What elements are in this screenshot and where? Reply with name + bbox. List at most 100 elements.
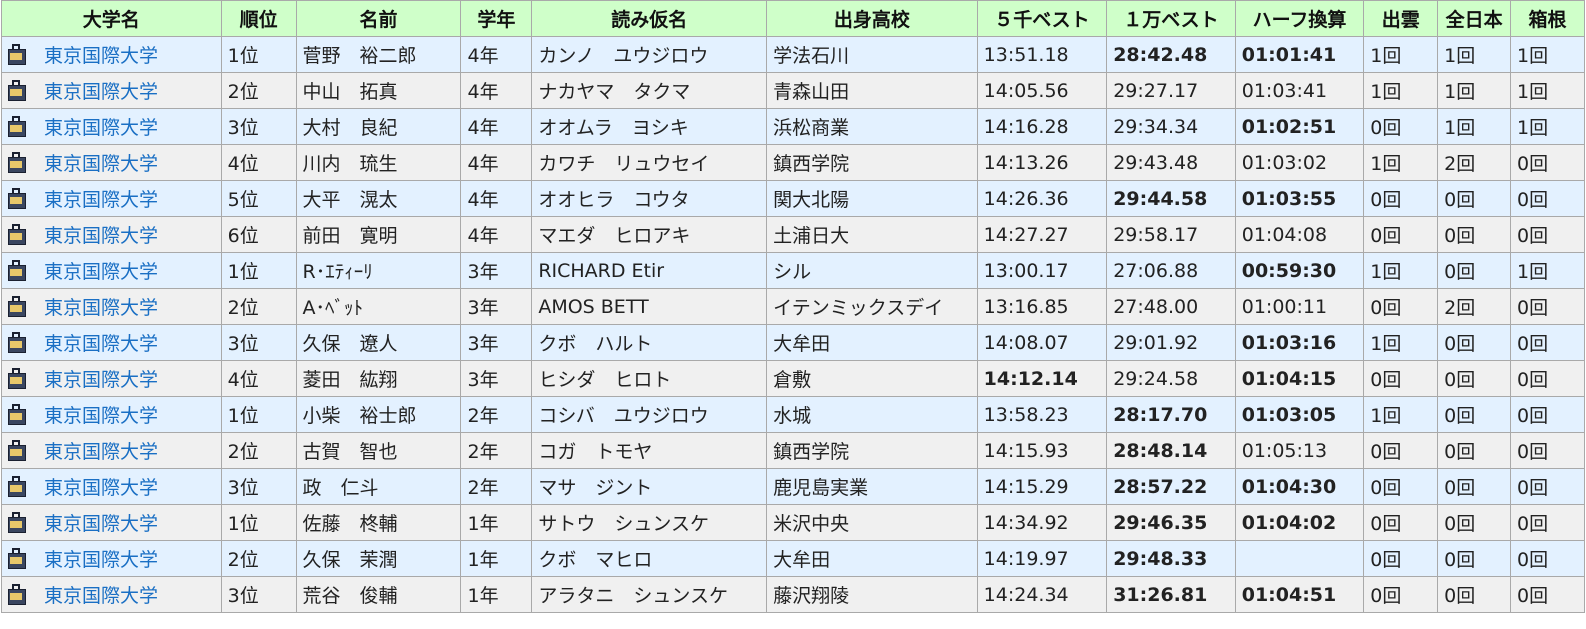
year-cell: 4年 <box>460 144 533 181</box>
school-bag-icon <box>8 43 26 66</box>
runner-name-link[interactable]: 川内 琉生 <box>295 144 462 181</box>
school-bag-icon <box>8 403 26 426</box>
reading-cell: サトウ シュンスケ <box>531 504 768 541</box>
runner-name-link[interactable]: 古賀 智也 <box>295 432 462 469</box>
best-5000-cell: 14:24.34 <box>976 576 1108 613</box>
roster-body: 東京国際大学 1位 菅野 裕二郎 4年 カンノ ユウジロウ 学法石川 13:51.18 28:… <box>1 36 1585 613</box>
reading-cell: マサ ジント <box>531 468 768 505</box>
university-link[interactable]: 東京国際大学 <box>44 45 159 67</box>
school-cell: 大牟田 <box>766 324 978 361</box>
best-5000-cell: 14:13.26 <box>976 144 1108 181</box>
university-cell: 東京国際大学 <box>1 180 222 217</box>
hakone-cell: 0回 <box>1510 324 1585 361</box>
runner-name-link[interactable]: 前田 寛明 <box>295 216 462 253</box>
runner-name-link[interactable]: A･ﾍﾞｯﾄ <box>295 288 462 325</box>
runner-name-link[interactable]: 菅野 裕二郎 <box>295 36 462 73</box>
zennihon-cell: 2回 <box>1437 288 1511 325</box>
university-link[interactable]: 東京国際大学 <box>44 549 159 571</box>
school-bag-icon <box>8 439 26 462</box>
university-link[interactable]: 東京国際大学 <box>44 441 159 463</box>
header-name: 名前 <box>295 0 462 37</box>
header-school: 出身高校 <box>766 0 978 37</box>
best-10000-cell: 28:57.22 <box>1106 468 1236 505</box>
best-10000-cell: 27:06.88 <box>1106 252 1236 289</box>
best-5000-cell: 14:27.27 <box>976 216 1108 253</box>
hakone-cell: 0回 <box>1510 468 1585 505</box>
university-cell: 東京国際大学 <box>1 504 222 541</box>
table-row: 東京国際大学 1位 佐藤 柊輔 1年 サトウ シュンスケ 米沢中央 14:34.92 29:4… <box>1 504 1585 541</box>
best-5000-cell: 13:00.17 <box>976 252 1108 289</box>
university-link[interactable]: 東京国際大学 <box>44 117 159 139</box>
university-link[interactable]: 東京国際大学 <box>44 225 159 247</box>
university-link[interactable]: 東京国際大学 <box>44 81 159 103</box>
year-cell: 3年 <box>460 324 533 361</box>
zennihon-cell: 0回 <box>1437 396 1511 433</box>
zennihon-cell: 1回 <box>1437 36 1511 73</box>
university-link[interactable]: 東京国際大学 <box>44 153 159 175</box>
school-cell: 藤沢翔陵 <box>766 576 978 613</box>
runner-name-link[interactable]: 久保 遼人 <box>295 324 462 361</box>
rank-cell: 1位 <box>220 396 297 433</box>
runner-name-link[interactable]: 久保 茉潤 <box>295 540 462 577</box>
university-link[interactable]: 東京国際大学 <box>44 369 159 391</box>
year-cell: 1年 <box>460 504 533 541</box>
year-cell: 4年 <box>460 180 533 217</box>
reading-cell: オオヒラ コウタ <box>531 180 768 217</box>
rank-cell: 1位 <box>220 36 297 73</box>
hakone-cell: 1回 <box>1510 36 1585 73</box>
zennihon-cell: 0回 <box>1437 216 1511 253</box>
university-cell: 東京国際大学 <box>1 360 222 397</box>
university-link[interactable]: 東京国際大学 <box>44 189 159 211</box>
rank-cell: 3位 <box>220 324 297 361</box>
runner-name-link[interactable]: 菱田 紘翔 <box>295 360 462 397</box>
school-bag-icon <box>8 583 26 606</box>
school-cell: 大牟田 <box>766 540 978 577</box>
zennihon-cell: 0回 <box>1437 504 1511 541</box>
table-row: 東京国際大学 4位 川内 琉生 4年 カワチ リュウセイ 鎮西学院 14:13.26 29:4… <box>1 144 1585 181</box>
school-cell: 水城 <box>766 396 978 433</box>
runner-name-link[interactable]: 荒谷 俊輔 <box>295 576 462 613</box>
zennihon-cell: 0回 <box>1437 576 1511 613</box>
runner-name-link[interactable]: 大平 滉太 <box>295 180 462 217</box>
university-link[interactable]: 東京国際大学 <box>44 261 159 283</box>
university-cell: 東京国際大学 <box>1 72 222 109</box>
runner-name-link[interactable]: 小柴 裕士郎 <box>295 396 462 433</box>
half-cell: 01:04:08 <box>1234 216 1365 253</box>
university-link[interactable]: 東京国際大学 <box>44 477 159 499</box>
university-link[interactable]: 東京国際大学 <box>44 405 159 427</box>
university-link[interactable]: 東京国際大学 <box>44 585 159 607</box>
half-cell: 01:03:05 <box>1234 396 1365 433</box>
hakone-cell: 1回 <box>1510 72 1585 109</box>
university-link[interactable]: 東京国際大学 <box>44 513 159 535</box>
school-cell: 学法石川 <box>766 36 978 73</box>
reading-cell: マエダ ヒロアキ <box>531 216 768 253</box>
runner-name-link[interactable]: 大村 良紀 <box>295 108 462 145</box>
rank-cell: 1位 <box>220 252 297 289</box>
reading-cell: オオムラ ヨシキ <box>531 108 768 145</box>
runner-name-link[interactable]: 政 仁斗 <box>295 468 462 505</box>
table-row: 東京国際大学 1位 菅野 裕二郎 4年 カンノ ユウジロウ 学法石川 13:51.18 28:… <box>1 36 1585 73</box>
zennihon-cell: 0回 <box>1437 180 1511 217</box>
university-link[interactable]: 東京国際大学 <box>44 333 159 355</box>
hakone-cell: 0回 <box>1510 360 1585 397</box>
university-link[interactable]: 東京国際大学 <box>44 297 159 319</box>
half-cell: 01:05:13 <box>1234 432 1365 469</box>
school-bag-icon <box>8 187 26 210</box>
year-cell: 1年 <box>460 576 533 613</box>
rank-cell: 6位 <box>220 216 297 253</box>
izumo-cell: 0回 <box>1363 468 1439 505</box>
best-5000-cell: 14:15.29 <box>976 468 1108 505</box>
runner-name-link[interactable]: 佐藤 柊輔 <box>295 504 462 541</box>
zennihon-cell: 0回 <box>1437 252 1511 289</box>
best-5000-cell: 14:08.07 <box>976 324 1108 361</box>
best-10000-cell: 28:42.48 <box>1106 36 1236 73</box>
table-row: 東京国際大学 2位 久保 茉潤 1年 クボ マヒロ 大牟田 14:19.97 29:48.33… <box>1 540 1585 577</box>
school-bag-icon <box>8 367 26 390</box>
school-bag-icon <box>8 79 26 102</box>
header-zennihon: 全日本 <box>1437 0 1511 37</box>
rank-cell: 4位 <box>220 360 297 397</box>
school-bag-icon <box>8 331 26 354</box>
runner-name-link[interactable]: 中山 拓真 <box>295 72 462 109</box>
header-half: ハーフ換算 <box>1234 0 1365 37</box>
runner-name-link[interactable]: R･ｴﾃｨｰﾘ <box>295 252 462 289</box>
